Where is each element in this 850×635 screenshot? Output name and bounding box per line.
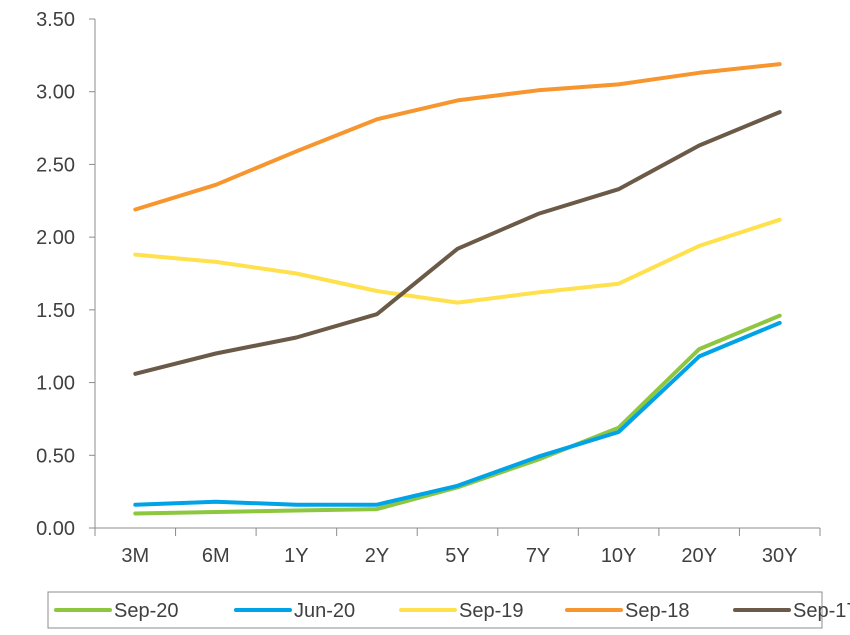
series-line-sep-19	[133, 217, 782, 305]
y-tick-label: 1.50	[36, 300, 75, 322]
series-line-sep-17	[133, 110, 782, 376]
y-tick-label: 3.00	[36, 82, 75, 104]
y-tick-label: 0.50	[36, 445, 75, 467]
y-tick-label: 2.00	[36, 227, 75, 249]
y-tick-label: 3.50	[36, 9, 75, 31]
series-lines	[133, 62, 782, 516]
x-tick-label: 10Y	[601, 545, 637, 567]
legend-label: Jun-20	[294, 600, 355, 622]
series-line-sep-18	[133, 62, 782, 212]
y-tick-label: 0.00	[36, 518, 75, 540]
x-tick-label: 7Y	[526, 545, 550, 567]
x-tick-label: 20Y	[681, 545, 717, 567]
legend-label: Sep-19	[459, 600, 524, 622]
legend: Sep-20 Jun-20 Sep-19 Sep-18 Sep-17	[47, 591, 850, 629]
legend-label: Sep-20	[114, 600, 179, 622]
legend-label: Sep-17	[793, 600, 850, 622]
y-tick-label: 2.50	[36, 154, 75, 176]
x-tick-label: 2Y	[365, 545, 389, 567]
x-tick-label: 30Y	[762, 545, 798, 567]
x-tick-label: 1Y	[284, 545, 308, 567]
axes: 0.00 0.50 1.00 1.50 2.00 2.50 3.00 3.50 3M 6M 1Y 2Y…	[36, 9, 821, 567]
x-tick-label: 3M	[121, 545, 149, 567]
x-tick-label: 6M	[202, 545, 230, 567]
series-line-jun-20	[133, 320, 782, 507]
legend-label: Sep-18	[625, 600, 690, 622]
y-tick-label: 1.00	[36, 373, 75, 395]
x-tick-label: 5Y	[445, 545, 469, 567]
